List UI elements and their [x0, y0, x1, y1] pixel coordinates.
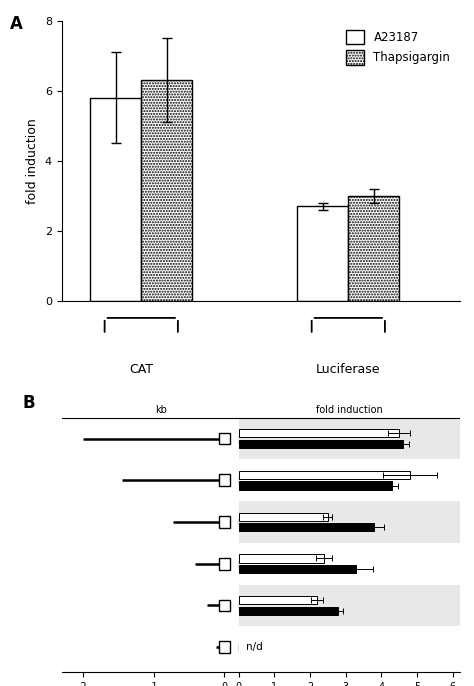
Bar: [238, 565, 356, 573]
Legend: A23187, Thapsigargin: A23187, Thapsigargin: [343, 27, 454, 69]
Text: fold induction: fold induction: [316, 405, 383, 416]
Bar: [238, 501, 460, 543]
Text: kb: kb: [155, 405, 167, 416]
Bar: [238, 554, 324, 563]
Bar: [238, 418, 460, 460]
Y-axis label: fold induction: fold induction: [26, 118, 39, 204]
Bar: [238, 606, 338, 615]
Bar: [219, 433, 230, 445]
Bar: [297, 206, 348, 301]
Bar: [219, 516, 230, 528]
Bar: [238, 460, 460, 501]
Bar: [219, 475, 230, 486]
Bar: [219, 558, 230, 569]
Bar: [238, 543, 460, 584]
Text: pCC4: pCC4: [237, 600, 263, 611]
Bar: [238, 440, 403, 448]
Bar: [238, 523, 374, 532]
Text: B: B: [23, 394, 36, 412]
Bar: [219, 600, 230, 611]
Text: Luciferase: Luciferase: [316, 363, 381, 376]
Text: pCC2: pCC2: [237, 517, 263, 527]
Text: A: A: [10, 15, 23, 33]
Text: pCC3: pCC3: [237, 559, 263, 569]
Text: pCC1: pCC1: [237, 475, 263, 485]
Bar: [219, 641, 230, 653]
Bar: [238, 596, 317, 604]
Bar: [238, 471, 410, 479]
Text: n/d: n/d: [246, 642, 263, 652]
Bar: [141, 80, 192, 301]
Bar: [238, 512, 328, 521]
Bar: [238, 429, 399, 438]
Bar: [238, 626, 460, 668]
Text: CAT: CAT: [129, 363, 153, 376]
Bar: [90, 97, 141, 301]
Bar: [238, 584, 460, 626]
Text: pCC0: pCC0: [237, 434, 263, 444]
Bar: [238, 482, 392, 490]
Text: pCC5: pCC5: [237, 642, 263, 652]
Bar: [348, 196, 399, 301]
